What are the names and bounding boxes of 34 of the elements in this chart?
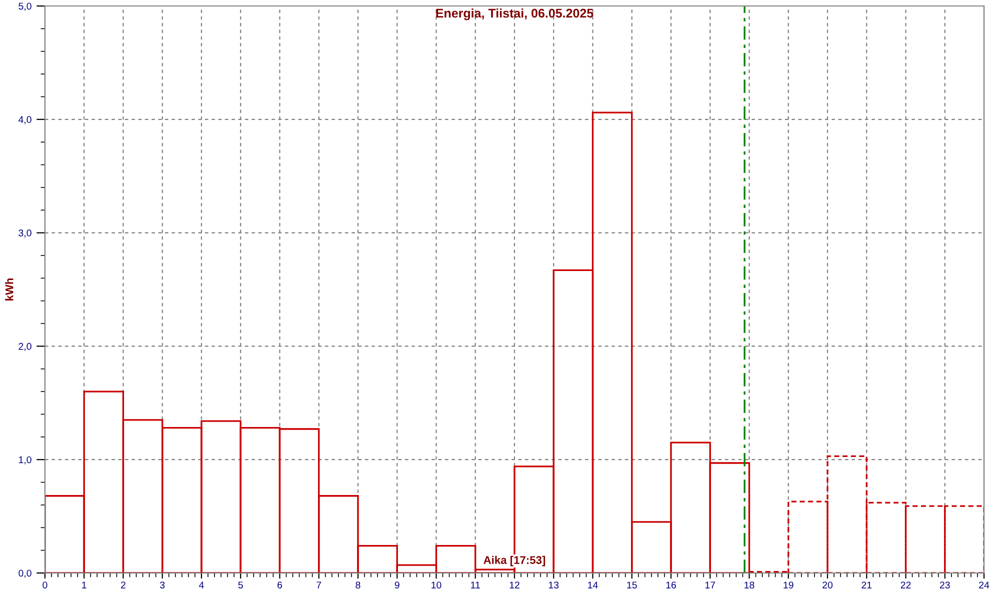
x-tick-label: 15 bbox=[627, 582, 637, 588]
x-tick-label: 9 bbox=[394, 582, 400, 588]
x-tick-label: 24 bbox=[979, 582, 990, 588]
x-tick-label: 3 bbox=[160, 582, 165, 588]
x-tick-label: 18 bbox=[744, 582, 754, 588]
x-tick-label: 17 bbox=[705, 582, 716, 588]
x-tick-label: 5 bbox=[238, 582, 243, 588]
y-tick-label: 3,0 bbox=[18, 230, 32, 238]
y-tick-label: 2,0 bbox=[18, 342, 32, 351]
y-tick-label: 0,0 bbox=[18, 570, 32, 578]
x-tick-label: 13 bbox=[548, 582, 559, 588]
x-tick-label: 11 bbox=[471, 582, 480, 588]
chart-title: Energia, Tiistai, 06.05.2025 bbox=[436, 8, 594, 20]
y-tick-label: 5,0 bbox=[18, 2, 32, 11]
x-tick-label: 0 bbox=[42, 582, 48, 588]
x-tick-label: 20 bbox=[822, 582, 833, 588]
x-tick-label: 14 bbox=[588, 582, 598, 588]
x-tick-label: 4 bbox=[198, 582, 204, 588]
x-tick-label: 16 bbox=[666, 582, 676, 588]
x-tick-label: 21 bbox=[862, 582, 872, 588]
x-tick-label: 1 bbox=[82, 582, 86, 588]
x-tick-label: 6 bbox=[278, 582, 282, 588]
x-tick-label: 22 bbox=[900, 582, 911, 588]
y-tick-label: 1,0 bbox=[18, 456, 32, 464]
x-tick-label: 23 bbox=[940, 582, 950, 588]
x-tick-label: 12 bbox=[510, 582, 520, 588]
y-axis-title: kWh bbox=[5, 278, 14, 300]
x-axis-title: Aika [17:53] bbox=[484, 556, 546, 566]
x-tick-label: 10 bbox=[432, 582, 442, 588]
y-tick-label: 4,0 bbox=[18, 116, 32, 124]
x-tick-label: 2 bbox=[120, 582, 126, 588]
x-tick-label: 7 bbox=[316, 582, 322, 588]
x-tick-label: 8 bbox=[356, 582, 360, 588]
x-tick-label: 19 bbox=[784, 582, 794, 588]
